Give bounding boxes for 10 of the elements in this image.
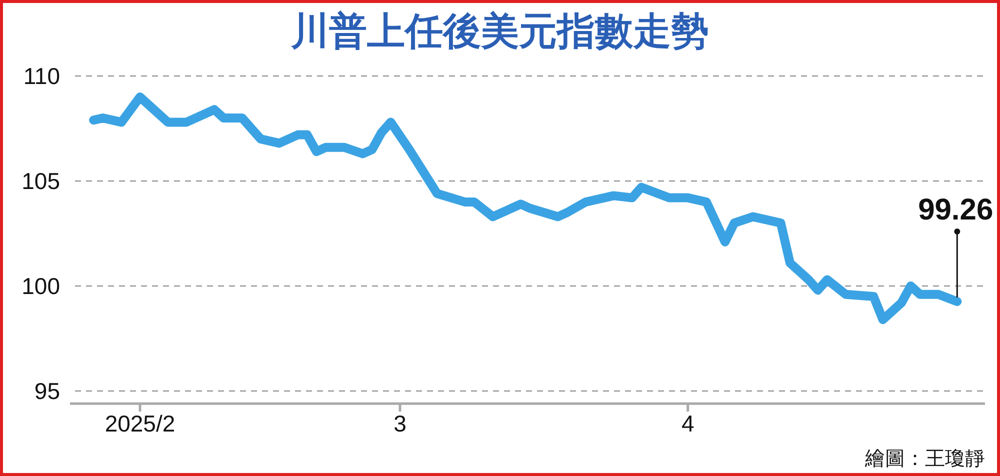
x-tick-label: 3 bbox=[394, 410, 406, 437]
y-tick-label: 100 bbox=[22, 273, 60, 299]
x-tick-label: 4 bbox=[681, 410, 694, 437]
x-tick-label: 2025/2 bbox=[104, 410, 176, 437]
y-tick-label: 105 bbox=[22, 168, 60, 194]
annotation: 99.26 bbox=[918, 194, 994, 227]
text: 繪圖：王瓊靜 bbox=[864, 448, 985, 470]
chart-title: 川普上任後美元指數走勢 bbox=[290, 10, 709, 53]
y-tick-label: 110 bbox=[23, 63, 60, 89]
y-tick-label: 95 bbox=[34, 378, 60, 404]
